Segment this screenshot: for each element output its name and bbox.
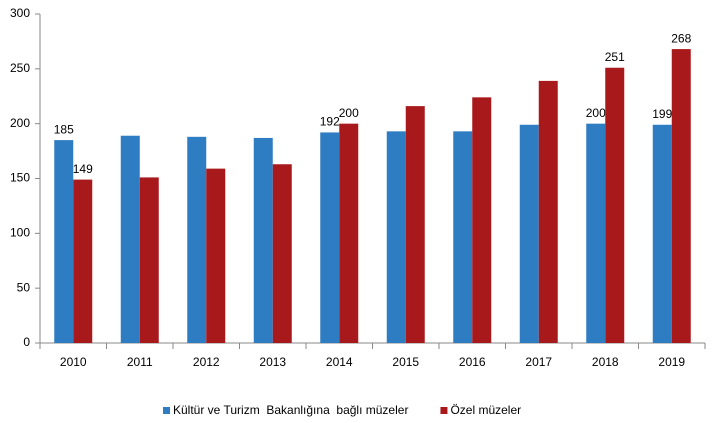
bar: [320, 132, 340, 343]
y-tick-label: 100: [10, 226, 30, 240]
legend-label: Özel müzeler: [450, 403, 521, 417]
x-tick-label: 2016: [459, 355, 486, 369]
x-tick-label: 2010: [60, 355, 87, 369]
y-tick-label: 0: [23, 335, 30, 349]
bar: [253, 137, 273, 343]
x-tick-label: 2015: [392, 355, 419, 369]
y-tick-label: 300: [10, 6, 30, 20]
x-tick-label: 2011: [127, 355, 153, 369]
bar: [54, 140, 74, 343]
y-tick-label: 150: [10, 171, 30, 185]
bar: [120, 135, 140, 343]
x-tick-label: 2018: [592, 355, 619, 369]
y-tick-label: 200: [10, 116, 30, 130]
bar: [586, 123, 606, 344]
bar: [519, 124, 539, 343]
data-label: 149: [73, 162, 93, 176]
x-tick-label: 2012: [193, 355, 220, 369]
x-tick-label: 2019: [658, 355, 685, 369]
data-label: 199: [652, 107, 672, 121]
data-label: 200: [339, 106, 359, 120]
bar: [472, 97, 492, 343]
bar: [339, 123, 359, 344]
x-tick-label: 2017: [525, 355, 552, 369]
bar: [652, 124, 672, 343]
bar: [605, 67, 625, 343]
bar: [405, 106, 425, 344]
data-label: 192: [320, 115, 340, 129]
bar: [453, 131, 473, 343]
data-label: 200: [586, 106, 606, 120]
bar: [538, 80, 558, 343]
data-label: 251: [605, 50, 625, 64]
y-tick-label: 250: [10, 61, 30, 75]
bar: [187, 136, 207, 343]
data-label: 185: [54, 122, 74, 136]
legend-swatch: [440, 407, 448, 414]
legend-swatch: [163, 407, 170, 414]
bar: [206, 168, 226, 343]
bar: [671, 49, 691, 344]
data-label: 268: [671, 31, 691, 45]
legend-label: Kültür ve Turizm Bakanlığına bağlı müzel…: [173, 403, 408, 417]
x-tick-label: 2013: [259, 355, 286, 369]
bar: [386, 131, 406, 343]
bar: [272, 164, 292, 343]
y-tick-label: 50: [17, 280, 31, 294]
x-tick-label: 2014: [326, 355, 353, 369]
bar: [139, 177, 159, 343]
bar: [73, 179, 93, 343]
